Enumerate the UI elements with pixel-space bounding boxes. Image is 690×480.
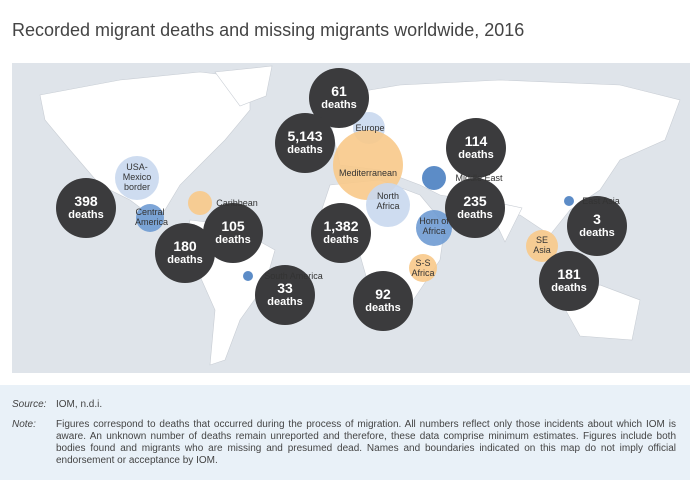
death-count: 33 — [277, 280, 293, 296]
death-bubble — [353, 271, 413, 331]
death-bubble — [255, 265, 315, 325]
death-unit: deaths — [323, 234, 359, 246]
death-unit: deaths — [579, 227, 615, 239]
death-count: 180 — [173, 238, 197, 254]
region-label: Central America — [135, 207, 169, 227]
region-label: Europe — [355, 123, 385, 133]
map: Europe 61 deaths Mediterranean 5,143 deaths Mi… — [12, 63, 690, 373]
death-text: 398 deaths — [56, 193, 116, 222]
region-circle — [243, 271, 253, 281]
death-text: 235 deaths — [445, 193, 505, 222]
death-unit: deaths — [551, 282, 587, 294]
note-label: Note: — [12, 419, 36, 430]
death-unit: deaths — [215, 234, 251, 246]
death-count: 398 — [74, 193, 98, 209]
death-bubble — [445, 178, 505, 238]
death-count: 5,143 — [287, 128, 323, 144]
death-text: 92 deaths — [353, 286, 413, 315]
death-unit: deaths — [321, 99, 357, 111]
map-svg — [12, 63, 690, 373]
death-text: 1,382 deaths — [311, 218, 371, 247]
death-text: 114 deaths — [446, 133, 506, 162]
region-circle — [188, 191, 212, 215]
region-label: Middle East — [455, 173, 503, 183]
region-label: Horn of Africa — [419, 216, 449, 236]
death-bubble — [203, 203, 263, 263]
region-circle — [409, 254, 437, 282]
death-text: 180 deaths — [155, 238, 215, 267]
death-count: 3 — [593, 211, 601, 227]
region-label: North Africa — [376, 191, 400, 211]
death-count: 105 — [221, 218, 245, 234]
footer: Source: IOM, n.d.i. Note: Figures corres… — [0, 385, 690, 480]
death-text: 3 deaths — [567, 211, 627, 240]
title: Recorded migrant deaths and missing migr… — [12, 20, 525, 40]
region-label: South America — [264, 271, 323, 281]
source-text: IOM, n.d.i. — [56, 399, 103, 410]
death-text: 5,143 deaths — [275, 128, 335, 157]
region-circle — [115, 156, 159, 200]
greenland — [214, 65, 273, 107]
death-unit: deaths — [167, 254, 203, 266]
note: Note: Figures correspond to deaths that … — [12, 419, 676, 467]
death-bubble — [56, 178, 116, 238]
region-label: Caribbean — [216, 198, 258, 208]
death-bubble — [311, 203, 371, 263]
death-unit: deaths — [365, 302, 401, 314]
source-label: Source: — [12, 399, 47, 410]
death-bubble — [567, 196, 627, 256]
region-circle — [416, 210, 452, 246]
source: Source: IOM, n.d.i. — [12, 399, 102, 410]
region-label: S-S Africa — [411, 258, 435, 278]
region-circle — [422, 166, 446, 190]
death-unit: deaths — [457, 209, 493, 221]
death-unit: deaths — [458, 149, 494, 161]
death-text: 33 deaths — [255, 280, 315, 309]
death-unit: deaths — [68, 209, 104, 221]
note-text: Figures correspond to deaths that occurr… — [56, 419, 676, 466]
region-circle — [136, 204, 164, 232]
region-circle — [526, 230, 558, 262]
region-label: SE Asia — [533, 235, 551, 255]
death-bubble — [446, 118, 506, 178]
region-circle — [366, 183, 410, 227]
death-count: 181 — [557, 266, 581, 282]
region-label: USA-Mexico border — [122, 162, 152, 192]
death-text: 105 deaths — [203, 218, 263, 247]
death-bubble — [309, 68, 369, 128]
death-text: 181 deaths — [539, 266, 599, 295]
eurasia — [329, 79, 681, 236]
death-text: 61 deaths — [309, 83, 369, 112]
region-circle — [564, 196, 574, 206]
death-bubble — [155, 223, 215, 283]
death-unit: deaths — [287, 144, 323, 156]
region-label: East Asia — [582, 196, 620, 206]
death-count: 1,382 — [323, 218, 359, 234]
death-unit: deaths — [267, 296, 303, 308]
death-count: 235 — [463, 193, 487, 209]
death-count: 61 — [331, 83, 347, 99]
death-count: 114 — [464, 133, 488, 149]
death-bubble — [539, 251, 599, 311]
region-circle — [333, 130, 403, 200]
death-bubble — [275, 113, 335, 173]
region-label: Mediterranean — [338, 168, 398, 178]
death-count: 92 — [375, 286, 391, 302]
